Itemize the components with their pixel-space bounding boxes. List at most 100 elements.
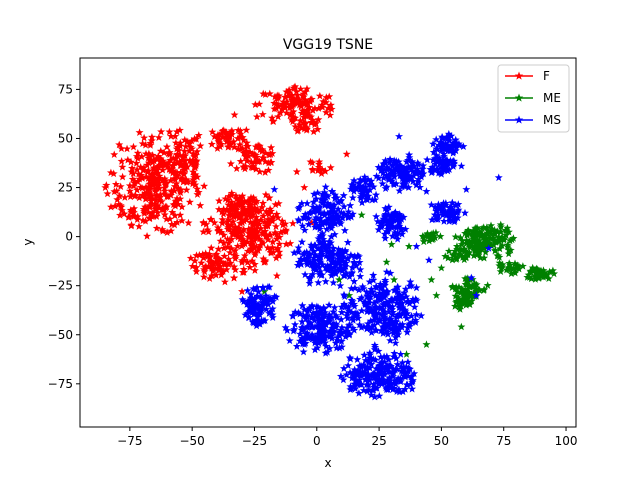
data-point — [333, 336, 342, 344]
data-point — [373, 217, 382, 226]
x-tick-label: −50 — [179, 434, 204, 448]
data-point — [266, 205, 275, 213]
data-point — [231, 204, 240, 213]
data-point — [214, 260, 223, 268]
data-point — [362, 288, 371, 296]
data-point — [367, 328, 376, 337]
data-point — [252, 319, 261, 327]
data-point — [259, 211, 268, 220]
data-point — [338, 213, 347, 222]
data-point — [322, 108, 331, 116]
data-point — [326, 100, 335, 109]
data-point — [192, 267, 201, 276]
data-point — [152, 166, 161, 174]
data-point — [401, 372, 410, 381]
data-point — [388, 170, 397, 179]
data-point — [400, 165, 409, 174]
data-point — [379, 300, 388, 308]
data-point — [223, 196, 232, 204]
data-point — [469, 233, 478, 242]
data-point — [375, 391, 384, 400]
data-point — [449, 157, 458, 165]
data-point — [380, 319, 389, 328]
data-point — [317, 100, 326, 109]
data-point — [302, 124, 311, 133]
data-point — [132, 159, 141, 167]
data-point — [354, 314, 363, 322]
x-tick-label: −75 — [117, 434, 142, 448]
data-point — [327, 271, 336, 279]
data-point — [282, 240, 291, 248]
data-point — [235, 140, 244, 149]
data-point — [298, 323, 307, 332]
data-point — [162, 142, 171, 151]
data-point — [303, 199, 312, 207]
data-point — [372, 212, 381, 221]
data-point — [451, 135, 460, 144]
data-point — [444, 210, 453, 218]
data-point — [315, 237, 324, 246]
data-point — [183, 162, 192, 171]
data-point — [186, 143, 195, 151]
data-point — [211, 264, 220, 272]
data-point — [374, 225, 383, 234]
data-point — [309, 246, 318, 255]
data-point — [302, 84, 311, 93]
data-point — [182, 185, 191, 194]
data-point — [327, 204, 336, 212]
data-point — [225, 204, 234, 213]
data-point — [481, 241, 490, 250]
data-point — [245, 313, 254, 322]
data-point — [381, 276, 390, 284]
data-point — [533, 268, 542, 277]
data-point — [302, 258, 311, 266]
data-point — [298, 334, 307, 342]
data-point — [401, 285, 410, 293]
data-point — [296, 329, 305, 338]
data-point — [392, 322, 401, 331]
data-point — [227, 198, 236, 206]
data-point — [300, 183, 309, 191]
data-point — [326, 214, 335, 222]
data-point — [250, 260, 259, 268]
data-point — [255, 167, 264, 176]
data-point — [250, 309, 259, 317]
data-point — [323, 261, 332, 270]
data-point — [350, 252, 359, 261]
data-point — [317, 330, 326, 339]
data-point — [398, 174, 407, 183]
data-point — [291, 122, 300, 131]
data-point — [233, 242, 242, 250]
data-point — [177, 160, 186, 168]
data-point — [153, 176, 162, 185]
data-point — [237, 241, 246, 250]
data-point — [466, 292, 475, 300]
data-point — [311, 337, 320, 345]
data-point — [383, 328, 392, 336]
data-point — [212, 271, 221, 279]
data-point — [239, 149, 248, 157]
data-point — [256, 215, 265, 224]
data-point — [252, 213, 261, 221]
data-point — [322, 93, 331, 101]
data-point — [329, 278, 338, 287]
data-point — [464, 277, 473, 286]
data-point — [244, 296, 253, 305]
legend-box — [497, 64, 570, 133]
data-point — [355, 320, 364, 329]
data-point — [334, 254, 343, 263]
data-point — [291, 307, 300, 316]
data-point — [133, 215, 142, 223]
data-point — [386, 166, 395, 174]
data-point — [296, 84, 305, 93]
data-point — [230, 110, 239, 119]
data-point — [291, 97, 300, 105]
data-point — [387, 211, 396, 220]
data-point — [347, 299, 356, 308]
data-point — [350, 258, 359, 266]
data-point — [309, 197, 318, 206]
data-point — [330, 194, 339, 202]
data-point — [462, 239, 471, 247]
data-point — [251, 151, 260, 159]
data-point — [240, 251, 249, 260]
